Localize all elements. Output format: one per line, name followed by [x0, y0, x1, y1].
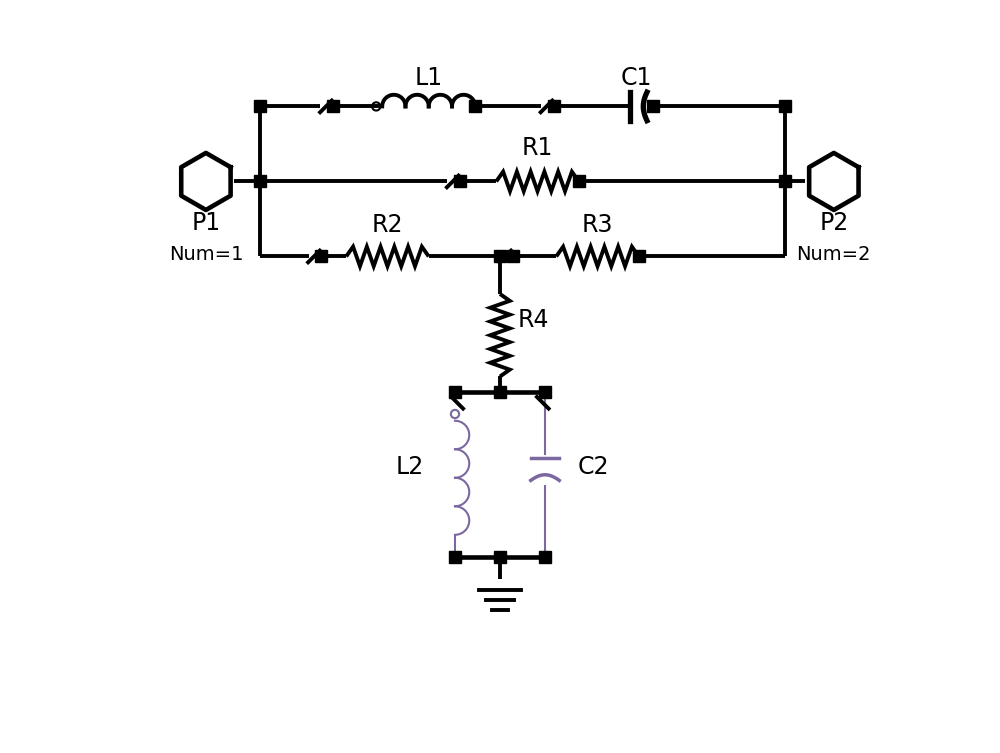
Text: P1: P1: [191, 211, 220, 235]
Text: Num=2: Num=2: [797, 245, 871, 264]
Text: L1: L1: [415, 66, 443, 90]
Text: R3: R3: [582, 213, 613, 237]
Text: L2: L2: [396, 455, 424, 478]
Text: R4: R4: [518, 308, 550, 332]
Text: Num=1: Num=1: [169, 245, 243, 264]
Text: P2: P2: [819, 211, 848, 235]
Text: R2: R2: [372, 213, 403, 237]
Text: C1: C1: [621, 66, 652, 90]
Text: R1: R1: [522, 136, 553, 160]
Text: C2: C2: [578, 455, 610, 478]
